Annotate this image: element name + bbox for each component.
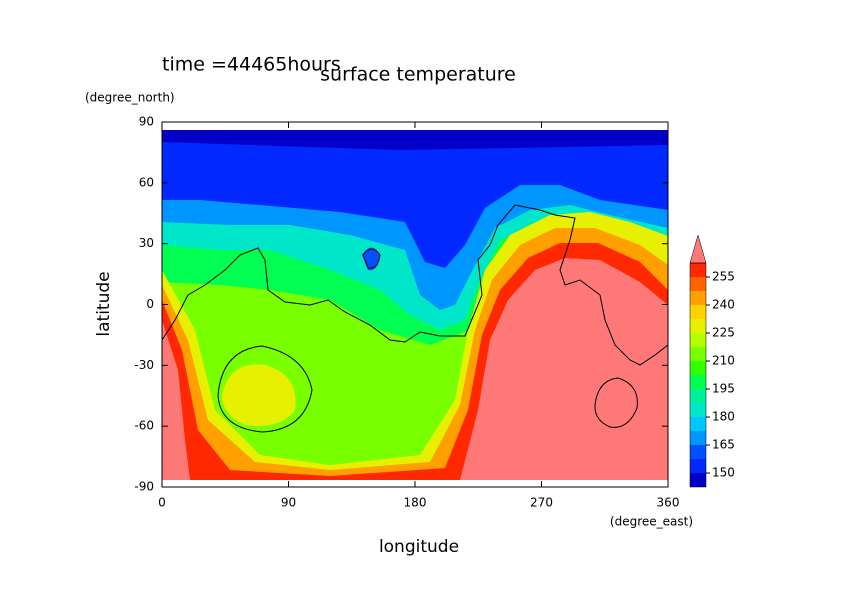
- contour-region: [222, 364, 296, 426]
- coastline: [362, 248, 381, 269]
- colorbar-band: [690, 277, 706, 291]
- colorbar-band: [690, 431, 706, 445]
- field: [162, 130, 668, 480]
- y-axis-label: latitude: [94, 271, 114, 336]
- colorbar-band: [690, 417, 706, 431]
- x-tick-label: 180: [404, 496, 427, 510]
- contour-region: [162, 130, 668, 150]
- colorbar-band: [690, 347, 706, 361]
- x-tick-label: 90: [281, 496, 296, 510]
- colorbar-band: [690, 445, 706, 459]
- colorbar-band: [690, 319, 706, 333]
- colorbar-tick-label: 180: [712, 410, 735, 424]
- y-tick-label: 90: [139, 115, 154, 129]
- subtitle: time =44465hours: [162, 54, 341, 76]
- colorbar-band: [690, 389, 706, 403]
- coastline: [162, 204, 668, 366]
- colorbar-band: [690, 333, 706, 347]
- colorbar-band: [690, 291, 706, 305]
- y-tick-label: -60: [134, 419, 154, 433]
- coastline: [217, 345, 313, 433]
- contour-region: [162, 130, 668, 268]
- contour-region: [162, 258, 668, 480]
- colorbar-band: [690, 459, 706, 473]
- chart-title: surface temperature: [320, 64, 516, 86]
- colorbar-tick-label: 165: [712, 438, 735, 452]
- coastline: [594, 377, 638, 428]
- colorbar-tick-label: 225: [712, 326, 735, 340]
- colorbar-frame: [689, 262, 707, 488]
- colorbar-tick-label: 210: [712, 354, 735, 368]
- colorbar-band: [690, 263, 706, 277]
- y-tick-label: -90: [134, 480, 154, 494]
- colorbar-over: [689, 234, 707, 264]
- colorbar-band: [690, 375, 706, 389]
- colorbar-band: [690, 305, 706, 319]
- colorbar-tick-label: 150: [712, 466, 735, 480]
- colorbar-tick-label: 255: [712, 270, 735, 284]
- y-tick-label: 30: [139, 236, 154, 250]
- y-tick-label: 0: [146, 297, 154, 311]
- colorbar-band: [690, 403, 706, 417]
- x-tick-label: 270: [530, 496, 553, 510]
- y-units: (degree_north): [85, 91, 175, 105]
- colorbar-band: [690, 361, 706, 375]
- colorbar-tick-label: 195: [712, 382, 735, 396]
- x-axis-label: longitude: [379, 537, 459, 557]
- x-tick-label: 0: [158, 496, 166, 510]
- y-tick-label: -30: [134, 358, 154, 372]
- colorbar-band: [690, 473, 706, 487]
- x-units: (degree_east): [610, 515, 693, 529]
- y-tick-label: 60: [139, 175, 154, 189]
- colorbar-tick-label: 240: [712, 298, 735, 312]
- x-tick-label: 360: [657, 496, 680, 510]
